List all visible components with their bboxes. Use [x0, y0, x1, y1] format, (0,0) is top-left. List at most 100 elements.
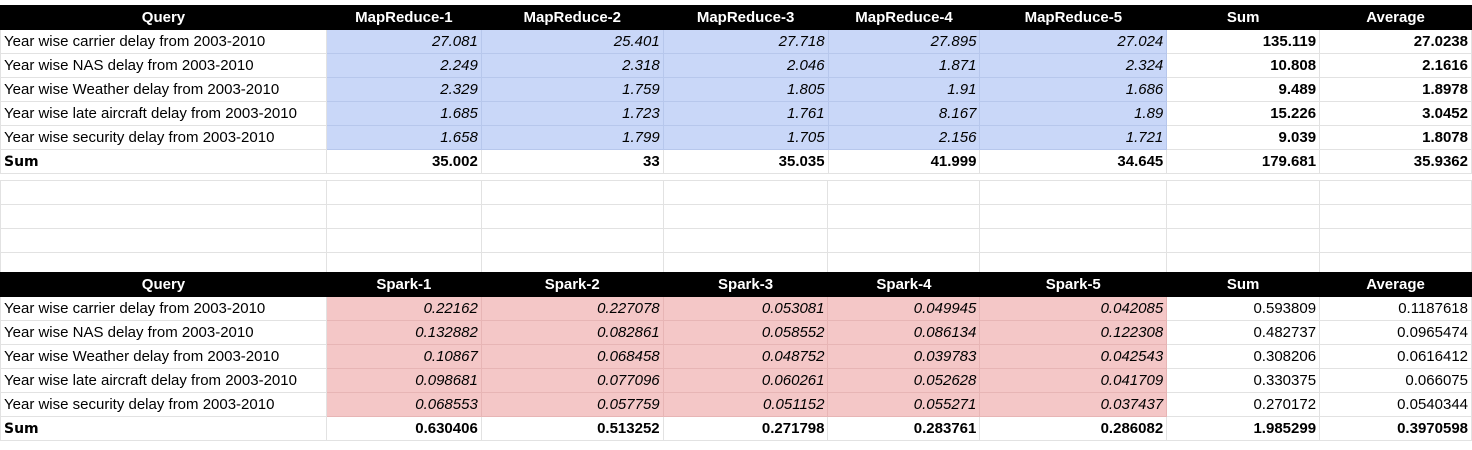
row-sum-cell[interactable]: 0.270172 [1166, 392, 1321, 417]
column-header-query[interactable]: Query [0, 5, 327, 30]
empty-cell[interactable] [979, 228, 1168, 253]
column-sum-cell[interactable]: 0.630406 [325, 416, 482, 441]
empty-cell[interactable] [480, 180, 664, 205]
value-cell[interactable]: 27.895 [827, 29, 981, 54]
value-cell[interactable]: 2.156 [827, 125, 981, 150]
empty-cell[interactable] [0, 204, 327, 229]
value-cell[interactable]: 27.081 [325, 29, 482, 54]
column-header-mapreduce-4[interactable]: MapReduce-4 [827, 5, 981, 30]
column-sum-cell[interactable]: 0.271798 [662, 416, 829, 441]
value-cell[interactable]: 1.723 [480, 101, 664, 126]
column-header-mapreduce-3[interactable]: MapReduce-3 [662, 5, 829, 30]
column-header-mapreduce-2[interactable]: MapReduce-2 [480, 5, 664, 30]
value-cell[interactable]: 0.049945 [827, 296, 981, 321]
value-cell[interactable]: 0.068458 [480, 344, 664, 369]
row-sum-cell[interactable]: 135.119 [1166, 29, 1321, 54]
value-cell[interactable]: 0.132882 [325, 320, 482, 345]
empty-cell[interactable] [1319, 180, 1472, 205]
column-header-spark-5[interactable]: Spark-5 [979, 272, 1168, 297]
empty-cell[interactable] [662, 228, 829, 253]
value-cell[interactable]: 2.329 [325, 77, 482, 102]
value-cell[interactable]: 1.685 [325, 101, 482, 126]
query-cell[interactable]: Year wise security delay from 2003-2010 [0, 392, 327, 417]
value-cell[interactable]: 0.060261 [662, 368, 829, 393]
column-sum-cell[interactable]: 35.035 [662, 149, 829, 174]
empty-cell[interactable] [979, 180, 1168, 205]
value-cell[interactable]: 8.167 [827, 101, 981, 126]
value-cell[interactable]: 0.051152 [662, 392, 829, 417]
empty-cell[interactable] [325, 204, 482, 229]
column-header-sum[interactable]: Sum [1166, 5, 1321, 30]
row-sum-cell[interactable]: 0.308206 [1166, 344, 1321, 369]
empty-cell[interactable] [480, 204, 664, 229]
column-header-spark-4[interactable]: Spark-4 [827, 272, 981, 297]
column-sum-cell[interactable]: 0.513252 [480, 416, 664, 441]
value-cell[interactable]: 0.052628 [827, 368, 981, 393]
value-cell[interactable]: 2.324 [979, 53, 1168, 78]
query-cell[interactable]: Year wise NAS delay from 2003-2010 [0, 320, 327, 345]
column-header-spark-1[interactable]: Spark-1 [325, 272, 482, 297]
row-sum-cell[interactable]: 15.226 [1166, 101, 1321, 126]
column-sum-cell[interactable]: 35.002 [325, 149, 482, 174]
row-sum-cell[interactable]: 9.039 [1166, 125, 1321, 150]
value-cell[interactable]: 0.22162 [325, 296, 482, 321]
query-cell[interactable]: Year wise late aircraft delay from 2003-… [0, 368, 327, 393]
value-cell[interactable]: 1.705 [662, 125, 829, 150]
row-average-cell[interactable]: 2.1616 [1319, 53, 1472, 78]
row-average-cell[interactable]: 0.0965474 [1319, 320, 1472, 345]
value-cell[interactable]: 0.041709 [979, 368, 1168, 393]
query-cell[interactable]: Year wise Weather delay from 2003-2010 [0, 344, 327, 369]
value-cell[interactable]: 27.718 [662, 29, 829, 54]
value-cell[interactable]: 0.082861 [480, 320, 664, 345]
query-cell[interactable]: Year wise carrier delay from 2003-2010 [0, 29, 327, 54]
empty-cell[interactable] [1166, 204, 1321, 229]
row-sum-cell[interactable]: 9.489 [1166, 77, 1321, 102]
row-average-cell[interactable]: 0.066075 [1319, 368, 1472, 393]
value-cell[interactable]: 1.658 [325, 125, 482, 150]
query-cell[interactable]: Year wise late aircraft delay from 2003-… [0, 101, 327, 126]
column-header-spark-3[interactable]: Spark-3 [662, 272, 829, 297]
column-header-average[interactable]: Average [1319, 272, 1472, 297]
value-cell[interactable]: 1.871 [827, 53, 981, 78]
sum-label-cell[interactable]: Sum [0, 149, 327, 174]
empty-cell[interactable] [325, 180, 482, 205]
row-average-cell[interactable]: 27.0238 [1319, 29, 1472, 54]
value-cell[interactable]: 25.401 [480, 29, 664, 54]
value-cell[interactable]: 0.037437 [979, 392, 1168, 417]
column-header-mapreduce-1[interactable]: MapReduce-1 [325, 5, 482, 30]
empty-cell[interactable] [0, 180, 327, 205]
value-cell[interactable]: 2.318 [480, 53, 664, 78]
query-cell[interactable]: Year wise security delay from 2003-2010 [0, 125, 327, 150]
value-cell[interactable]: 1.721 [979, 125, 1168, 150]
row-sum-cell[interactable]: 0.330375 [1166, 368, 1321, 393]
value-cell[interactable]: 0.042543 [979, 344, 1168, 369]
value-cell[interactable]: 0.039783 [827, 344, 981, 369]
column-sum-cell[interactable]: 34.645 [979, 149, 1168, 174]
row-average-cell[interactable]: 0.0540344 [1319, 392, 1472, 417]
empty-cell[interactable] [979, 204, 1168, 229]
value-cell[interactable]: 1.91 [827, 77, 981, 102]
empty-cell[interactable] [827, 204, 981, 229]
column-header-average[interactable]: Average [1319, 5, 1472, 30]
row-sum-cell[interactable]: 10.808 [1166, 53, 1321, 78]
total-sum-cell[interactable]: 179.681 [1166, 149, 1321, 174]
empty-cell[interactable] [1166, 228, 1321, 253]
column-header-query[interactable]: Query [0, 272, 327, 297]
value-cell[interactable]: 0.227078 [480, 296, 664, 321]
empty-cell[interactable] [662, 180, 829, 205]
value-cell[interactable]: 0.068553 [325, 392, 482, 417]
row-average-cell[interactable]: 0.0616412 [1319, 344, 1472, 369]
column-header-spark-2[interactable]: Spark-2 [480, 272, 664, 297]
value-cell[interactable]: 0.077096 [480, 368, 664, 393]
row-sum-cell[interactable]: 0.593809 [1166, 296, 1321, 321]
column-sum-cell[interactable]: 0.286082 [979, 416, 1168, 441]
column-header-mapreduce-5[interactable]: MapReduce-5 [979, 5, 1168, 30]
value-cell[interactable]: 1.686 [979, 77, 1168, 102]
row-average-cell[interactable]: 1.8078 [1319, 125, 1472, 150]
query-cell[interactable]: Year wise carrier delay from 2003-2010 [0, 296, 327, 321]
value-cell[interactable]: 0.10867 [325, 344, 482, 369]
value-cell[interactable]: 0.058552 [662, 320, 829, 345]
value-cell[interactable]: 0.053081 [662, 296, 829, 321]
value-cell[interactable]: 0.042085 [979, 296, 1168, 321]
value-cell[interactable]: 1.799 [480, 125, 664, 150]
